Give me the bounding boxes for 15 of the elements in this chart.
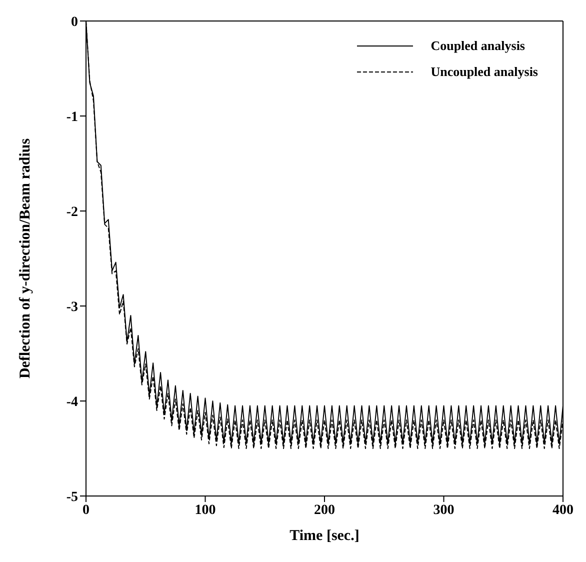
y-tick-label: 0 xyxy=(71,14,78,30)
x-tick-label: 300 xyxy=(433,502,454,518)
legend-label: Coupled analysis xyxy=(430,38,525,54)
x-tick-label: 100 xyxy=(194,502,216,518)
legend-label: Uncoupled analysis xyxy=(430,64,538,80)
y-tick-label: -3 xyxy=(66,300,78,315)
y-axis-title: Deflection of y-direction/Beam radius xyxy=(17,138,34,379)
y-tick-label: -2 xyxy=(66,204,78,220)
y-tick-label: -5 xyxy=(66,490,78,505)
x-tick-label: 200 xyxy=(314,502,335,518)
y-tick-label: -4 xyxy=(66,394,78,410)
y-tick-label: -1 xyxy=(66,110,78,125)
x-tick-label: 0 xyxy=(82,502,90,518)
x-axis-title: Time [sec.] xyxy=(290,528,360,544)
x-tick-label: 400 xyxy=(552,502,574,518)
